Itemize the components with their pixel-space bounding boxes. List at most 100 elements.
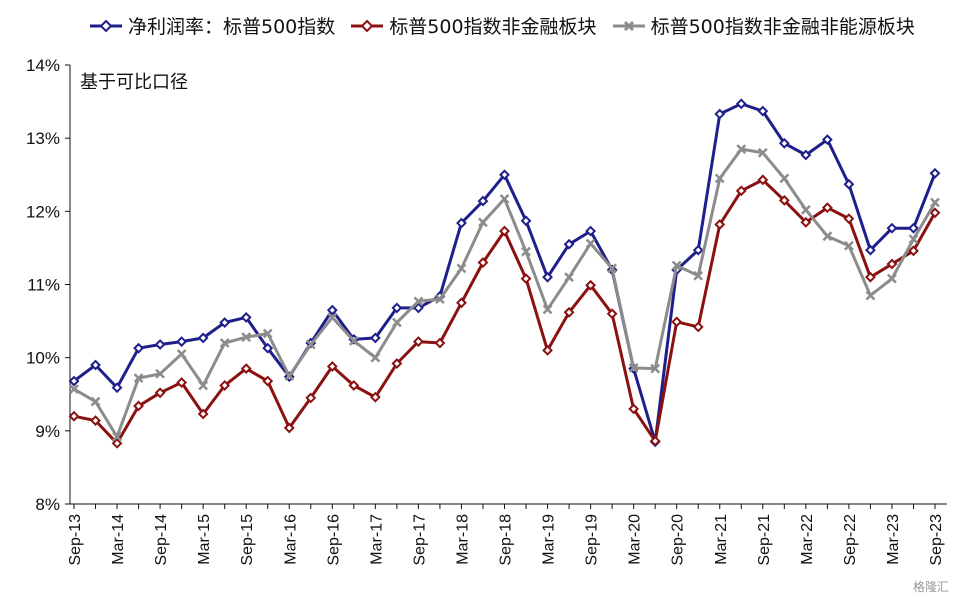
x-tick-label: Mar-23 <box>885 514 902 565</box>
data-point <box>262 328 273 339</box>
data-point <box>327 312 338 323</box>
y-tick-label: 13% <box>26 129 60 148</box>
data-point <box>90 415 101 427</box>
data-point <box>435 294 445 305</box>
x-tick-label: Sep-23 <box>928 514 945 566</box>
data-point <box>714 219 726 230</box>
data-point <box>391 302 403 314</box>
data-point <box>865 271 876 283</box>
y-tick-label: 14% <box>26 56 60 75</box>
legend-item-non-financial: 标普500指数非金融板块 <box>349 12 597 39</box>
legend-label-non-financial: 标普500指数非金融板块 <box>389 16 597 38</box>
data-point <box>822 231 833 242</box>
data-point <box>757 147 768 158</box>
data-point <box>69 384 79 395</box>
data-point <box>412 302 424 314</box>
data-point <box>520 273 532 285</box>
x-tick-label: Sep-20 <box>670 514 687 566</box>
data-point <box>886 258 898 270</box>
data-point <box>412 336 424 347</box>
data-point <box>887 273 897 284</box>
data-point <box>542 271 553 283</box>
data-point <box>219 380 231 391</box>
data-point <box>326 361 338 372</box>
x-ticks: Sep-13 Mar-14 Sep-14 Mar-15 Sep-15 Mar-16 Sep-… <box>67 504 945 566</box>
x-tick-label: Mar-16 <box>282 514 299 565</box>
data-point <box>176 349 187 359</box>
data-point <box>434 337 446 349</box>
data-point <box>929 207 941 219</box>
data-point <box>176 377 188 388</box>
x-tick-label: Mar-17 <box>368 514 385 565</box>
data-point <box>714 173 725 184</box>
data-point <box>111 382 123 394</box>
x-axis: Sep-13 Mar-14 Sep-14 Mar-15 Sep-15 Mar-16 Sep-… <box>67 503 947 566</box>
data-point <box>821 134 833 146</box>
data-point <box>779 173 790 184</box>
data-point <box>155 368 165 379</box>
data-point <box>68 410 80 422</box>
data-point <box>478 217 488 228</box>
data-point <box>671 316 683 328</box>
data-point <box>843 178 855 190</box>
data-point <box>929 167 941 179</box>
x-tick-label: Sep-15 <box>239 514 256 566</box>
data-point <box>305 392 317 404</box>
y-tick-label: 11% <box>27 276 60 295</box>
series-2 <box>69 144 940 442</box>
x-tick-label: Mar-22 <box>799 514 816 565</box>
data-point <box>671 260 682 271</box>
data-point <box>133 342 144 354</box>
data-point <box>714 108 726 120</box>
data-point <box>198 380 209 391</box>
data-point <box>499 169 510 181</box>
data-point <box>520 215 532 227</box>
data-point <box>241 332 252 343</box>
data-point <box>240 363 252 375</box>
data-point <box>262 342 274 354</box>
watermark-logo: 格隆汇 <box>912 580 949 594</box>
data-point <box>628 403 640 415</box>
x-tick-label: Mar-18 <box>454 514 471 565</box>
x-tick-label: Sep-17 <box>411 514 428 566</box>
data-point <box>477 195 489 207</box>
data-point <box>133 373 144 384</box>
data-point <box>844 240 854 251</box>
series-line <box>73 147 937 439</box>
data-point <box>413 296 424 307</box>
data-point <box>692 244 704 256</box>
x-tick-label: Mar-15 <box>196 514 213 565</box>
x-tick-label: Sep-16 <box>325 514 342 566</box>
data-point <box>800 216 812 228</box>
data-point <box>585 279 597 291</box>
chart-annotation: 基于可比口径 <box>80 72 188 93</box>
data-point <box>800 149 812 161</box>
series-1 <box>68 174 941 449</box>
legend-item-non-financial-non-energy: 标普500指数非金融非能源板块 <box>611 12 915 39</box>
data-point <box>865 244 876 256</box>
data-point <box>564 272 574 283</box>
data-point <box>757 174 769 186</box>
series-group <box>68 98 941 449</box>
data-point <box>499 194 510 204</box>
data-point <box>499 225 510 237</box>
legend-label-sp500: 净利润率：标普500指数 <box>128 16 336 38</box>
data-point <box>284 371 295 381</box>
data-point <box>154 339 166 350</box>
data-point <box>757 105 769 117</box>
data-point <box>262 375 274 387</box>
y-tick-label: 9% <box>35 422 60 441</box>
data-point <box>197 332 209 344</box>
data-point <box>112 431 122 442</box>
data-point <box>607 263 618 274</box>
data-point <box>305 339 316 350</box>
data-point <box>908 222 919 234</box>
x-tick-label: Sep-21 <box>756 514 773 566</box>
data-point <box>326 304 338 316</box>
data-point <box>197 408 209 420</box>
x-tick-label: Sep-13 <box>67 514 84 566</box>
data-point <box>154 387 166 399</box>
data-point <box>240 312 252 323</box>
x-tick-label: Mar-20 <box>627 514 644 565</box>
y-tick-label: 12% <box>26 202 60 221</box>
